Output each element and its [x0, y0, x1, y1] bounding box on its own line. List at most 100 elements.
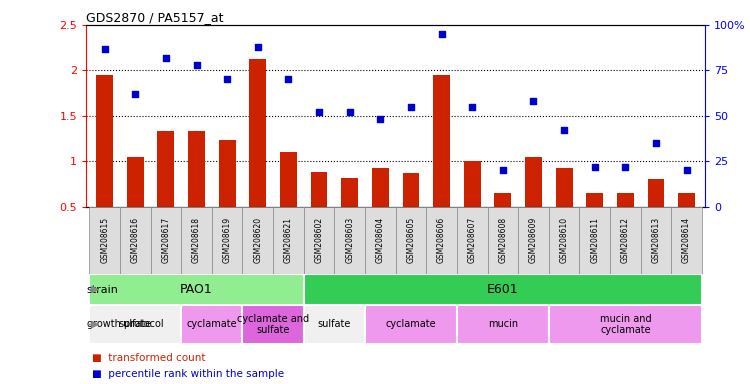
Bar: [219, 140, 236, 207]
Text: ■  transformed count: ■ transformed count: [92, 353, 206, 363]
Text: GSM208604: GSM208604: [376, 217, 385, 263]
Text: GSM208603: GSM208603: [345, 217, 354, 263]
Bar: [426, 207, 457, 274]
Bar: [457, 207, 488, 274]
Text: GSM208613: GSM208613: [652, 217, 661, 263]
Point: [313, 109, 325, 115]
Point: [374, 116, 386, 122]
Bar: [365, 207, 396, 274]
Text: E601: E601: [487, 283, 519, 296]
Point: [650, 140, 662, 146]
Text: mucin: mucin: [488, 319, 518, 329]
Text: sulfate: sulfate: [318, 319, 351, 329]
Bar: [242, 207, 273, 274]
Point: [283, 76, 295, 83]
Point: [190, 62, 202, 68]
Text: GSM208611: GSM208611: [590, 217, 599, 263]
Bar: [494, 193, 512, 207]
Bar: [549, 305, 702, 344]
Text: PAO1: PAO1: [180, 283, 213, 296]
Text: GSM208610: GSM208610: [560, 217, 568, 263]
Bar: [640, 207, 671, 274]
Bar: [334, 207, 365, 274]
Bar: [273, 207, 304, 274]
Bar: [127, 157, 144, 207]
Bar: [433, 75, 450, 207]
Text: GSM208616: GSM208616: [130, 217, 140, 263]
Bar: [403, 173, 419, 207]
Bar: [395, 207, 426, 274]
Text: GSM208607: GSM208607: [468, 217, 477, 263]
Bar: [280, 152, 297, 207]
Text: strain: strain: [87, 285, 118, 295]
Text: GSM208614: GSM208614: [682, 217, 691, 263]
Bar: [586, 193, 603, 207]
Bar: [89, 207, 120, 274]
Bar: [304, 274, 702, 305]
Point: [589, 164, 601, 170]
Bar: [341, 177, 358, 207]
Bar: [464, 161, 481, 207]
Text: GSM208602: GSM208602: [314, 217, 323, 263]
Bar: [304, 305, 365, 344]
Text: GSM208612: GSM208612: [621, 217, 630, 263]
Bar: [242, 305, 304, 344]
Bar: [89, 274, 304, 305]
Bar: [151, 207, 182, 274]
Text: mucin and
cyclamate: mucin and cyclamate: [599, 314, 651, 335]
Point: [344, 109, 355, 115]
Bar: [372, 167, 388, 207]
Point: [129, 91, 141, 97]
Text: GSM208619: GSM208619: [223, 217, 232, 263]
Bar: [365, 305, 457, 344]
Bar: [580, 207, 610, 274]
Text: GSM208620: GSM208620: [254, 217, 262, 263]
Bar: [549, 207, 580, 274]
Point: [527, 98, 539, 104]
Text: ■  percentile rank within the sample: ■ percentile rank within the sample: [92, 369, 284, 379]
Bar: [671, 207, 702, 274]
Text: cyclamate and
sulfate: cyclamate and sulfate: [237, 314, 309, 335]
Bar: [188, 131, 205, 207]
Point: [221, 76, 233, 83]
Bar: [158, 131, 174, 207]
Text: growth protocol: growth protocol: [87, 319, 164, 329]
Text: GSM208615: GSM208615: [100, 217, 109, 263]
Bar: [96, 75, 113, 207]
Point: [436, 31, 448, 37]
Bar: [617, 193, 634, 207]
Point: [405, 104, 417, 110]
Bar: [211, 207, 242, 274]
Bar: [182, 305, 242, 344]
Text: GSM208608: GSM208608: [498, 217, 507, 263]
Text: sulfate: sulfate: [118, 319, 152, 329]
Point: [558, 127, 570, 133]
Point: [99, 45, 111, 51]
Bar: [457, 305, 549, 344]
Text: GSM208618: GSM208618: [192, 217, 201, 263]
Bar: [525, 157, 542, 207]
Text: GSM208606: GSM208606: [437, 217, 446, 263]
Text: GDS2870 / PA5157_at: GDS2870 / PA5157_at: [86, 11, 224, 24]
Bar: [120, 207, 151, 274]
Text: GSM208605: GSM208605: [406, 217, 416, 263]
Bar: [89, 305, 182, 344]
Point: [680, 167, 692, 173]
Bar: [556, 167, 572, 207]
Bar: [249, 60, 266, 207]
Text: GSM208621: GSM208621: [284, 217, 293, 263]
Text: cyclamate: cyclamate: [187, 319, 237, 329]
Bar: [304, 207, 334, 274]
Point: [252, 44, 264, 50]
Text: GSM208617: GSM208617: [161, 217, 170, 263]
Point: [620, 164, 632, 170]
Text: GSM208609: GSM208609: [529, 217, 538, 263]
Bar: [610, 207, 640, 274]
Text: cyclamate: cyclamate: [386, 319, 436, 329]
Bar: [182, 207, 212, 274]
Bar: [310, 172, 328, 207]
Bar: [518, 207, 549, 274]
Point: [160, 55, 172, 61]
Bar: [678, 193, 695, 207]
Bar: [647, 179, 664, 207]
